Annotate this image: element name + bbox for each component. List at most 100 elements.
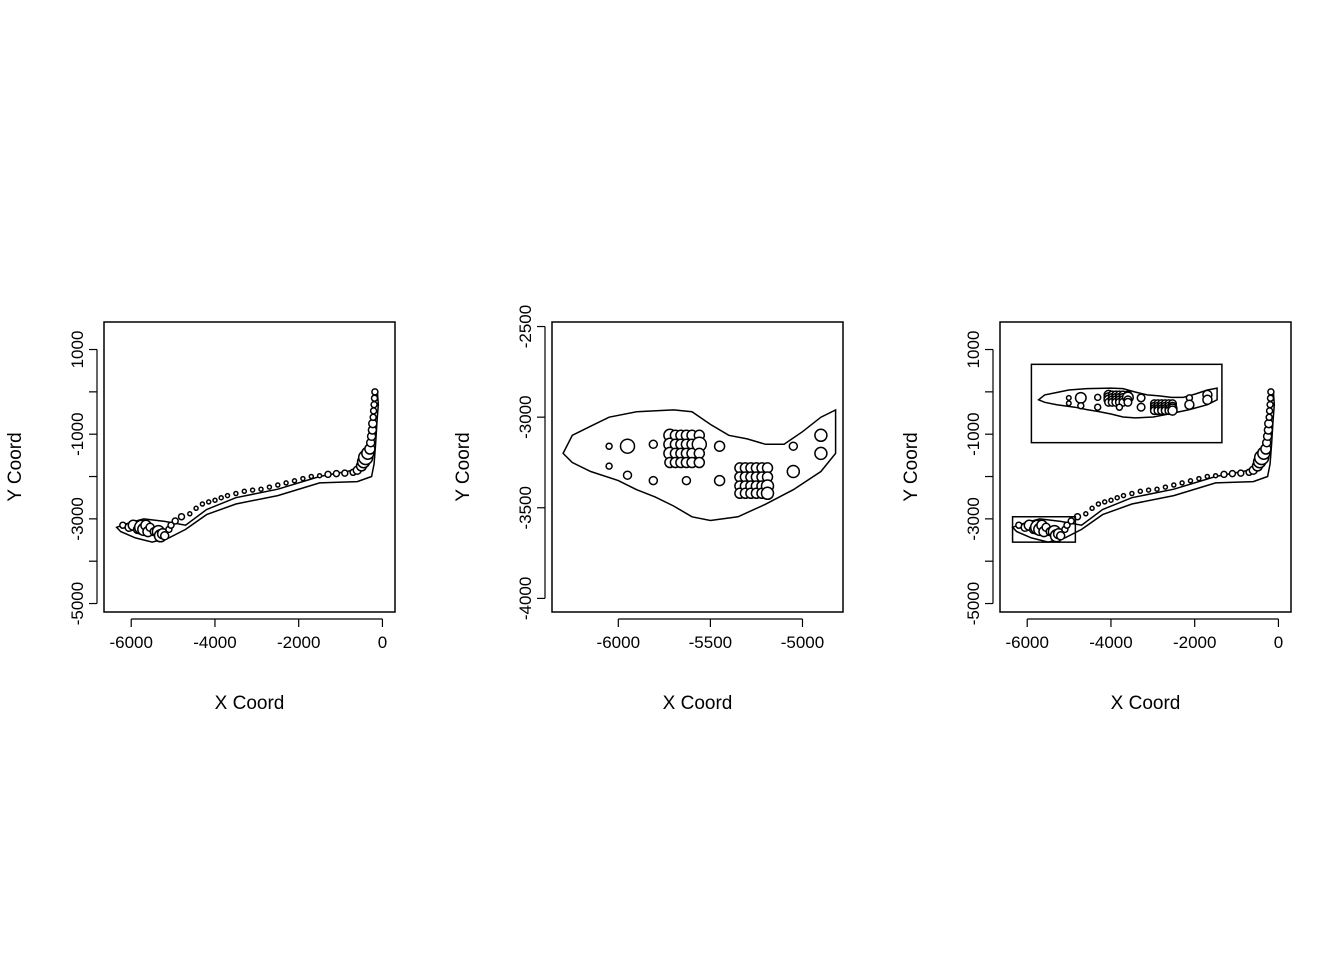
inset-data-point <box>1123 397 1133 407</box>
x-tick-label: -4000 <box>193 633 236 652</box>
highlight-box <box>1011 515 1077 543</box>
x-axis: -6000 -4000 -2000 0 <box>109 618 387 652</box>
data-point <box>814 428 828 443</box>
inset-data-point <box>1202 394 1213 406</box>
x-tick-label: -4000 <box>1089 633 1132 652</box>
inset-data-point <box>1167 405 1178 416</box>
x-tick-label: -2000 <box>1173 633 1216 652</box>
data-point <box>1237 469 1245 477</box>
inset-data-point <box>1065 394 1072 401</box>
data-point <box>199 501 206 507</box>
data-point <box>1154 486 1160 492</box>
data-point <box>212 497 218 503</box>
data-point <box>1267 388 1275 396</box>
data-point <box>760 486 775 501</box>
data-point <box>1266 394 1275 402</box>
x-axis: -6000 -5500 -5000 <box>597 618 824 652</box>
region-outline <box>562 408 837 522</box>
panel-3: -6000 -4000 -2000 0 -5000 -3000 -1000 1000 X C… <box>901 321 1292 714</box>
y-axis: -5000 -3000 -1000 1000 <box>68 331 98 625</box>
data-point <box>1095 501 1102 507</box>
x-tick-label: -2000 <box>277 633 320 652</box>
data-point <box>1265 413 1273 422</box>
data-point <box>167 521 175 529</box>
x-tick-label: -6000 <box>109 633 152 652</box>
data-point <box>1265 407 1274 415</box>
y-axis: -2500 -3000 -3500 -4000 <box>516 305 546 620</box>
inset-region-outline <box>1037 387 1218 419</box>
data-point <box>371 388 379 396</box>
data-point <box>713 474 726 487</box>
data-point <box>1145 487 1152 493</box>
y-tick-label: -1000 <box>964 412 983 455</box>
x-axis-title: X Coord <box>1111 693 1181 714</box>
data-point <box>1089 505 1095 512</box>
x-tick-label: -6000 <box>1005 633 1048 652</box>
data-point <box>332 469 341 478</box>
inset-data-point <box>1136 393 1146 403</box>
data-point <box>1171 482 1177 488</box>
data-layer <box>115 388 380 543</box>
data-point <box>1129 490 1135 497</box>
y-tick-label: -5000 <box>964 582 983 625</box>
y-tick-label: -3000 <box>68 497 87 540</box>
data-point <box>341 469 349 477</box>
y-tick-label: -5000 <box>68 582 87 625</box>
data-point <box>1137 488 1144 495</box>
data-point <box>218 494 224 501</box>
inset-data-point <box>1077 401 1085 410</box>
inset-data-point <box>1115 403 1124 411</box>
data-point <box>249 487 256 493</box>
data-point <box>648 475 659 486</box>
y-axis-title: Y Coord <box>901 432 922 501</box>
x-tick-label: 0 <box>378 633 387 652</box>
data-layer <box>562 408 837 522</box>
x-axis-title: X Coord <box>663 693 733 714</box>
data-point <box>283 480 289 486</box>
data-point <box>233 490 239 497</box>
data-point <box>681 475 692 486</box>
data-point <box>1228 469 1237 478</box>
y-axis-title: Y Coord <box>5 432 26 501</box>
data-point <box>1266 400 1274 409</box>
data-point <box>1187 478 1194 484</box>
x-tick-label: 0 <box>1274 633 1283 652</box>
y-tick-label: -3500 <box>516 486 535 529</box>
data-point <box>1114 494 1120 501</box>
inset-data-point <box>1184 399 1195 410</box>
data-point <box>300 475 306 482</box>
data-point <box>605 442 613 450</box>
y-tick-label: -4000 <box>516 577 535 620</box>
data-point <box>308 473 315 480</box>
data-layer <box>1011 363 1276 543</box>
data-point <box>187 511 193 517</box>
data-point <box>1063 521 1071 529</box>
data-point <box>1055 531 1066 541</box>
y-tick-label: 1000 <box>68 331 87 369</box>
data-point <box>241 488 248 495</box>
data-point <box>1162 484 1169 490</box>
data-point <box>171 517 179 525</box>
data-point <box>814 446 828 461</box>
inset-data-point <box>1093 403 1102 411</box>
data-point <box>622 470 633 480</box>
data-point <box>605 462 613 470</box>
plot-frame <box>551 321 844 613</box>
data-point <box>324 470 332 479</box>
data-point <box>266 484 273 490</box>
data-point <box>1067 517 1075 525</box>
data-point <box>1101 499 1108 505</box>
data-point <box>370 394 379 402</box>
plot-frame <box>103 321 396 613</box>
y-tick-label: -2500 <box>516 305 535 348</box>
data-point <box>316 472 323 479</box>
panel-2: -6000 -5500 -5000 -2500 -3000 -3500 -4000 X C… <box>453 305 844 714</box>
data-point <box>224 492 231 499</box>
inset-data-point <box>1074 391 1087 404</box>
data-point <box>786 464 801 479</box>
data-point <box>693 456 706 469</box>
x-axis-title: X Coord <box>215 693 285 714</box>
data-point <box>369 407 378 415</box>
